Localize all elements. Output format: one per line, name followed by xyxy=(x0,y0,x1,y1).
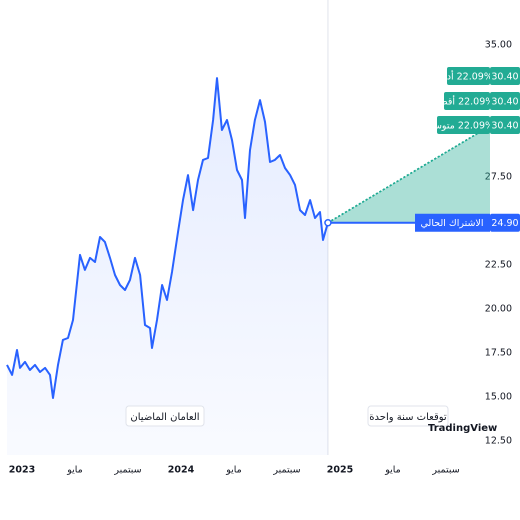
y-tick-label: 22.50 xyxy=(485,259,512,270)
x-tick-label: مايو xyxy=(66,465,83,476)
annotation: توقعات سنة واحدة xyxy=(369,412,447,423)
y-tick-label: 35.00 xyxy=(485,40,512,51)
x-tick-label: سبتمبر xyxy=(113,465,141,476)
target-value: 30.40 xyxy=(491,72,518,83)
y-tick-label: 20.00 xyxy=(485,303,512,314)
y-tick-label: 27.50 xyxy=(485,172,512,183)
target-name-box xyxy=(444,92,490,110)
current-name: الاشتراك الحالي xyxy=(421,218,484,229)
annotation: العامان الماضيان xyxy=(130,412,199,423)
target-value-box xyxy=(490,92,520,110)
target-name-box xyxy=(437,116,490,134)
logo: TradingView xyxy=(428,423,497,434)
y-tick-label: 15.00 xyxy=(485,391,512,402)
x-tick-label: 2024 xyxy=(168,465,195,476)
forecast-area xyxy=(327,125,490,223)
target-value-box xyxy=(490,67,520,85)
target-value-box xyxy=(490,116,520,134)
current-value-box xyxy=(490,213,520,232)
x-tick-label: مايو xyxy=(225,465,242,476)
current-value: 24.90 xyxy=(491,218,518,229)
x-tick-label: سبتمبر xyxy=(431,465,459,476)
y-tick-label: 17.50 xyxy=(485,347,512,358)
target-value: 30.40 xyxy=(491,121,518,132)
x-tick-label: 2025 xyxy=(327,465,353,476)
area xyxy=(7,78,328,455)
target-name: +22.09% أدنى xyxy=(436,70,501,83)
target-name-box xyxy=(447,67,490,85)
target-value: 30.40 xyxy=(491,97,518,108)
price-line xyxy=(6,77,329,399)
current-name-box xyxy=(415,213,490,232)
target-name: +22.09% أقصى xyxy=(432,95,503,108)
y-tick-label: 12.50 xyxy=(485,435,512,446)
annotation-box xyxy=(125,405,205,427)
x-tick-label: 2023 xyxy=(9,465,35,476)
x-tick-label: مايو xyxy=(384,465,401,476)
x-tick-label: سبتمبر xyxy=(272,465,300,476)
forecast-line xyxy=(327,125,491,224)
target-name: +22.09% متوسط xyxy=(425,121,502,132)
current-dot xyxy=(324,218,332,227)
annotation-box xyxy=(367,405,449,427)
